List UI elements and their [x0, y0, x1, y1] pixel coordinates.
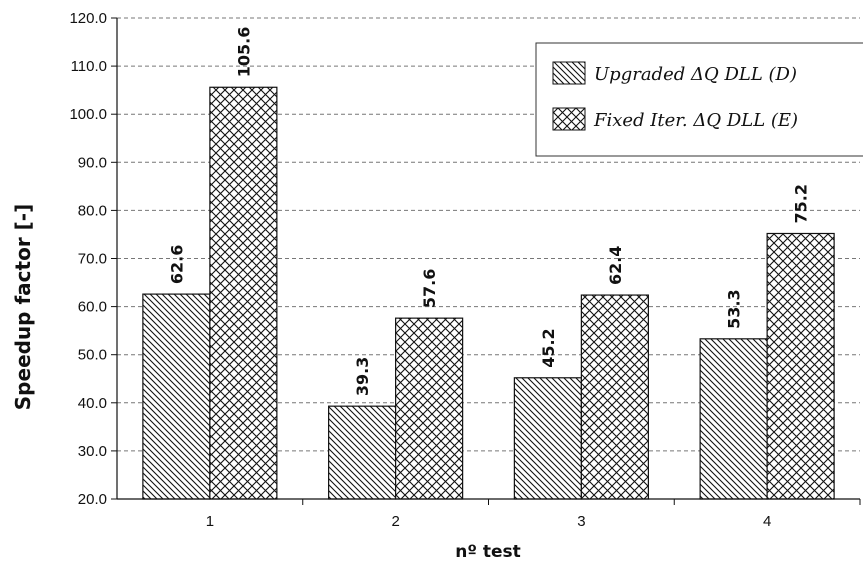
legend-swatch — [552, 61, 586, 85]
y-tick-label: 40.0 — [78, 395, 107, 412]
bar-series-d — [699, 338, 768, 500]
data-label: 57.6 — [420, 269, 439, 308]
legend-label: Fixed Iter. ΔQ DLL (E) — [593, 110, 798, 131]
data-label: 62.4 — [606, 246, 625, 285]
x-tick-label: 4 — [763, 513, 771, 530]
data-label: 45.2 — [539, 328, 558, 367]
data-labels: 62.6 105.6 39.3 57.6 45.2 62.4 53.3 75.2 — [167, 27, 810, 397]
data-label: 53.3 — [725, 289, 744, 328]
legend-label: Upgraded ΔQ DLL (D) — [594, 64, 797, 85]
y-tick-label: 50.0 — [78, 347, 107, 364]
y-tick-label: 100.0 — [69, 106, 107, 123]
x-tick-label: 2 — [391, 513, 399, 530]
legend-swatch — [552, 107, 586, 131]
y-axis-title: Speedup factor [-] — [11, 204, 35, 410]
data-label: 62.6 — [167, 245, 186, 284]
bars — [142, 86, 835, 500]
bar-series-e — [209, 86, 278, 500]
data-label: 39.3 — [353, 357, 372, 396]
x-tick-label: 1 — [206, 513, 214, 530]
y-tick-label: 80.0 — [78, 202, 107, 219]
legend-box — [535, 42, 863, 157]
bar-series-d — [142, 293, 211, 500]
y-tick-label: 70.0 — [78, 251, 107, 268]
legend: Upgraded ΔQ DLL (D) Fixed Iter. ΔQ DLL (E… — [535, 42, 863, 157]
y-tick-label: 110.0 — [71, 58, 107, 75]
bar-series-e — [395, 317, 464, 500]
x-axis-title: nº test — [455, 542, 521, 561]
x-tick-label: 3 — [577, 513, 585, 530]
y-tick-label: 60.0 — [78, 299, 107, 316]
data-label: 105.6 — [234, 27, 253, 78]
bar-series-d — [513, 377, 582, 500]
y-tick-label: 20.0 — [78, 491, 107, 508]
bar-series-d — [328, 405, 397, 500]
data-label: 75.2 — [792, 184, 811, 223]
bar-series-e — [766, 232, 835, 500]
y-tick-label: 30.0 — [78, 443, 107, 460]
y-tick-label: 120.0 — [69, 10, 107, 27]
axes: 20.030.040.050.060.070.080.090.0100.0110… — [69, 10, 861, 530]
y-tick-label: 90.0 — [78, 154, 107, 171]
bar-series-e — [580, 294, 649, 500]
